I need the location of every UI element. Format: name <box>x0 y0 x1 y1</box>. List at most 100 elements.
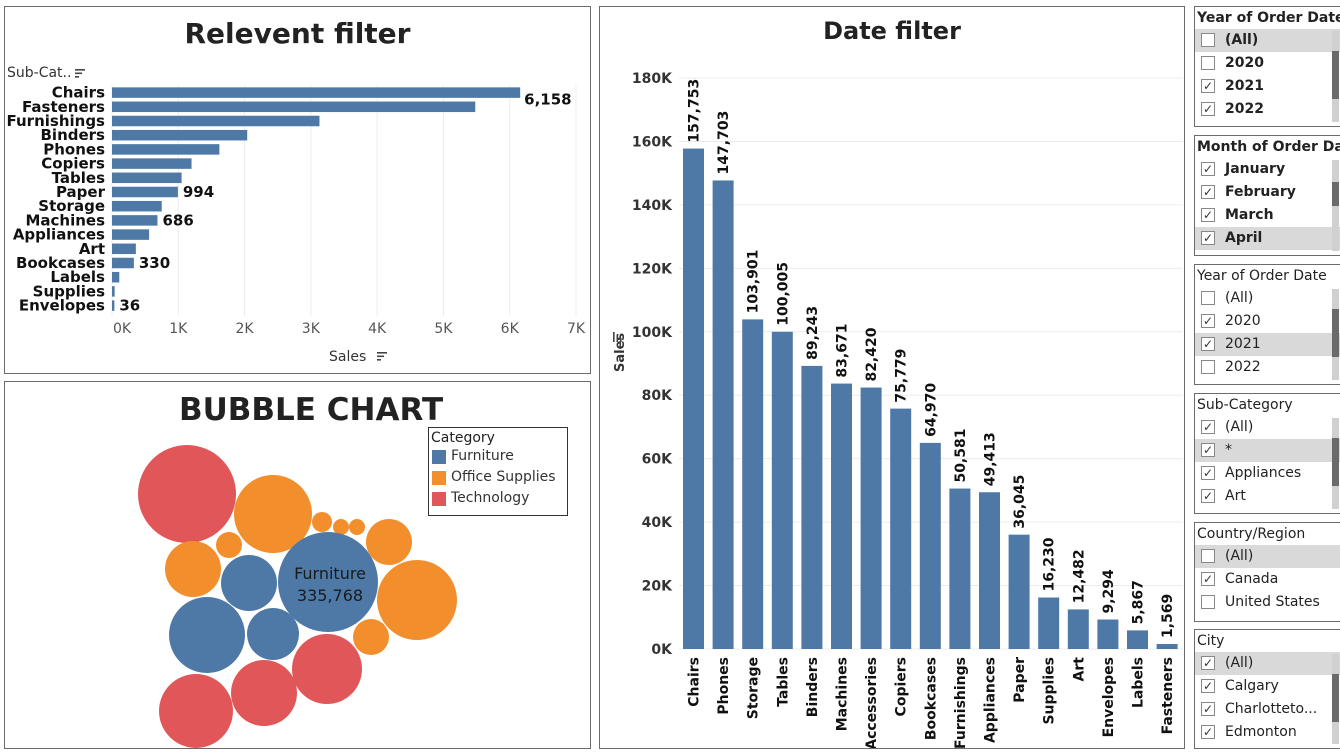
bar-furnishings[interactable] <box>949 488 971 649</box>
checkbox-checked-icon[interactable]: ✓ <box>1201 79 1215 93</box>
scrollbar-thumb[interactable] <box>1332 309 1339 357</box>
bar-supplies[interactable] <box>1038 597 1060 649</box>
filter-option[interactable]: ✓ (All) <box>1195 652 1340 675</box>
filter-option[interactable]: ✓ Appliances <box>1195 462 1340 485</box>
legend-item[interactable]: Office Supplies <box>429 467 567 488</box>
bar-labels[interactable] <box>1127 630 1148 649</box>
checkbox-checked-icon[interactable]: ✓ <box>1201 702 1215 716</box>
bar-paper[interactable] <box>1008 534 1030 649</box>
bar-fasteners[interactable] <box>112 101 476 113</box>
filter-option[interactable]: (All) <box>1195 287 1340 310</box>
bubble-technology[interactable] <box>231 660 297 726</box>
bar-machines[interactable] <box>112 215 158 226</box>
bar-furnishings[interactable] <box>112 115 320 127</box>
filter-option[interactable]: United States <box>1195 591 1340 614</box>
filter-option[interactable]: ✓ Canada <box>1195 568 1340 591</box>
checkbox-checked-icon[interactable]: ✓ <box>1201 337 1215 351</box>
bubble-office-supplies[interactable] <box>349 519 365 535</box>
bar-paper[interactable] <box>112 186 178 198</box>
checkbox-checked-icon[interactable]: ✓ <box>1201 420 1215 434</box>
checkbox-checked-icon[interactable]: ✓ <box>1201 231 1215 245</box>
checkbox-checked-icon[interactable]: ✓ <box>1201 208 1215 222</box>
bar-accessories[interactable] <box>860 387 882 649</box>
filter-option[interactable]: ✓ Art <box>1195 485 1340 508</box>
bubble-furniture[interactable] <box>278 532 378 632</box>
filter-option[interactable]: ✓ February <box>1195 181 1340 204</box>
bubble-office-supplies[interactable] <box>366 519 412 565</box>
filter-scrollbar[interactable] <box>1332 31 1339 122</box>
bar-binders[interactable] <box>801 365 823 649</box>
legend-item[interactable]: Furniture <box>429 446 567 467</box>
bar-tables[interactable] <box>112 172 182 184</box>
checkbox-checked-icon[interactable]: ✓ <box>1201 443 1215 457</box>
scrollbar-thumb[interactable] <box>1332 674 1339 722</box>
filter-option[interactable]: 2022 <box>1195 356 1340 379</box>
legend-item[interactable]: Technology <box>429 488 567 509</box>
filter-option[interactable]: ✓ 2021 <box>1195 333 1340 356</box>
filter-option[interactable]: ✓ April <box>1195 227 1340 250</box>
bar-bookcases[interactable] <box>919 442 941 649</box>
bar-tables[interactable] <box>771 331 793 649</box>
bubble-technology[interactable] <box>159 674 233 748</box>
bar-storage[interactable] <box>112 200 162 212</box>
bubble-furniture[interactable] <box>247 608 299 660</box>
bar-binders[interactable] <box>112 129 248 141</box>
filter-scrollbar[interactable] <box>1332 418 1339 509</box>
filter-scrollbar[interactable] <box>1332 289 1339 380</box>
x-sort-icon[interactable] <box>377 352 387 361</box>
y-sort-icon[interactable] <box>613 332 622 342</box>
filter-option[interactable]: ✓ Charlotteto... <box>1195 698 1340 721</box>
bubble-office-supplies[interactable] <box>353 619 389 655</box>
bar-appliances[interactable] <box>112 229 150 240</box>
checkbox-checked-icon[interactable]: ✓ <box>1201 466 1215 480</box>
bubble-technology[interactable] <box>292 634 362 704</box>
checkbox-empty-icon[interactable] <box>1201 549 1215 563</box>
filter-option[interactable]: ✓ * <box>1195 439 1340 462</box>
checkbox-empty-icon[interactable] <box>1201 33 1215 47</box>
filter-option[interactable]: (All) <box>1195 29 1340 52</box>
filter-option[interactable]: ✓ March <box>1195 204 1340 227</box>
filter-option[interactable]: ✓ Edmonton <box>1195 721 1340 744</box>
checkbox-checked-icon[interactable]: ✓ <box>1201 162 1215 176</box>
bar-copiers[interactable] <box>890 408 912 649</box>
checkbox-checked-icon[interactable]: ✓ <box>1201 572 1215 586</box>
bar-chairs[interactable] <box>112 87 521 98</box>
checkbox-checked-icon[interactable]: ✓ <box>1201 489 1215 503</box>
bar-storage[interactable] <box>742 319 764 649</box>
bar-art[interactable] <box>112 243 136 255</box>
filter-option[interactable]: ✓ (All) <box>1195 416 1340 439</box>
bar-envelopes[interactable] <box>1097 619 1119 649</box>
bar-phones[interactable] <box>112 144 220 155</box>
bar-fasteners[interactable] <box>1156 644 1178 649</box>
bar-supplies[interactable] <box>112 286 115 297</box>
bar-appliances[interactable] <box>979 492 1000 649</box>
bubble-office-supplies[interactable] <box>312 512 332 532</box>
filter-option[interactable]: ✓ 2020 <box>1195 310 1340 333</box>
checkbox-checked-icon[interactable]: ✓ <box>1201 656 1215 670</box>
checkbox-checked-icon[interactable]: ✓ <box>1201 102 1215 116</box>
filter-option[interactable]: ✓ Calgary <box>1195 675 1340 698</box>
filter-scrollbar[interactable] <box>1332 160 1339 251</box>
scrollbar-thumb[interactable] <box>1332 51 1339 99</box>
bar-machines[interactable] <box>831 383 852 649</box>
bar-art[interactable] <box>1067 609 1089 649</box>
checkbox-empty-icon[interactable] <box>1201 291 1215 305</box>
checkbox-empty-icon[interactable] <box>1201 56 1215 70</box>
bubble-office-supplies[interactable] <box>216 532 242 558</box>
bubble-office-supplies[interactable] <box>333 519 349 535</box>
bar-envelopes[interactable] <box>112 300 115 311</box>
checkbox-empty-icon[interactable] <box>1201 360 1215 374</box>
bar-labels[interactable] <box>112 271 120 283</box>
bubble-furniture[interactable] <box>169 597 245 673</box>
filter-option[interactable]: (All) <box>1195 545 1340 568</box>
bubble-technology[interactable] <box>138 445 236 543</box>
checkbox-checked-icon[interactable]: ✓ <box>1201 725 1215 739</box>
checkbox-empty-icon[interactable] <box>1201 595 1215 609</box>
bar-bookcases[interactable] <box>112 257 134 269</box>
checkbox-checked-icon[interactable]: ✓ <box>1201 679 1215 693</box>
checkbox-checked-icon[interactable]: ✓ <box>1201 314 1215 328</box>
bubble-office-supplies[interactable] <box>165 541 221 597</box>
bar-chairs[interactable] <box>683 148 704 649</box>
filter-option[interactable]: 2020 <box>1195 52 1340 75</box>
filter-option[interactable]: ✓ 2022 <box>1195 98 1340 121</box>
